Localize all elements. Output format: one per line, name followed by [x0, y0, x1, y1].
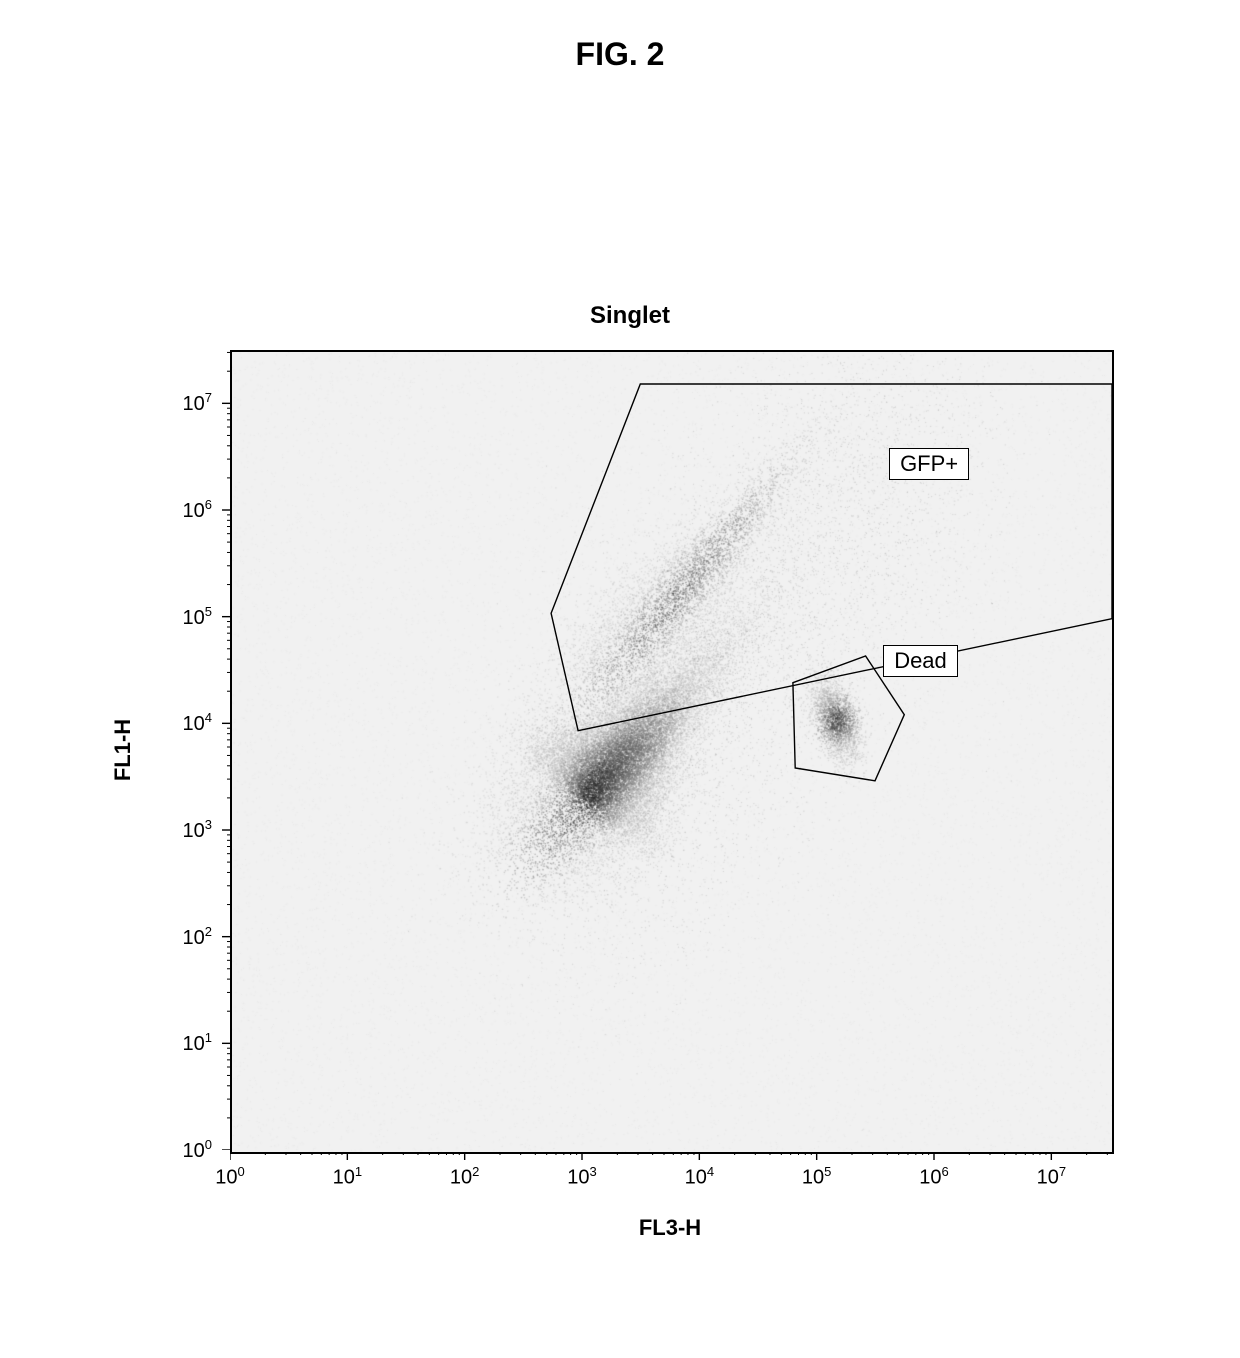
page: FIG. 2 Singlet FL1-H FL3-H 1001011021031…: [0, 0, 1240, 1358]
axis-tick-label: 102: [183, 924, 212, 950]
scatter-canvas: [232, 352, 1112, 1152]
gfp-gate-label: GFP+: [889, 448, 969, 480]
axis-tick-label: 106: [183, 497, 212, 523]
chart-container: Singlet FL1-H FL3-H 10010110210310410510…: [120, 310, 1140, 1270]
axis-tick-label: 105: [802, 1164, 831, 1190]
axis-tick-label: 107: [183, 391, 212, 417]
axis-tick-label: 107: [1037, 1164, 1066, 1190]
axis-tick-label: 100: [183, 1137, 212, 1163]
plot-area: GFP+ Dead: [230, 350, 1114, 1154]
axis-tick-label: 106: [919, 1164, 948, 1190]
axis-tick-label: 104: [685, 1164, 714, 1190]
axis-tick-label: 100: [215, 1164, 244, 1190]
axis-tick-label: 101: [183, 1031, 212, 1057]
axis-tick-label: 103: [183, 817, 212, 843]
plot-title: Singlet: [120, 302, 1140, 330]
axis-tick-label: 105: [183, 604, 212, 630]
dead-gate-label: Dead: [883, 645, 958, 677]
x-axis-ticks: 100101102103104105106107: [230, 1150, 1110, 1220]
axis-tick-label: 103: [567, 1164, 596, 1190]
axis-tick-label: 102: [450, 1164, 479, 1190]
axis-tick-label: 104: [183, 711, 212, 737]
axis-tick-label: 101: [333, 1164, 362, 1190]
y-axis-ticks: 100101102103104105106107: [120, 350, 230, 1150]
figure-title: FIG. 2: [0, 36, 1240, 73]
